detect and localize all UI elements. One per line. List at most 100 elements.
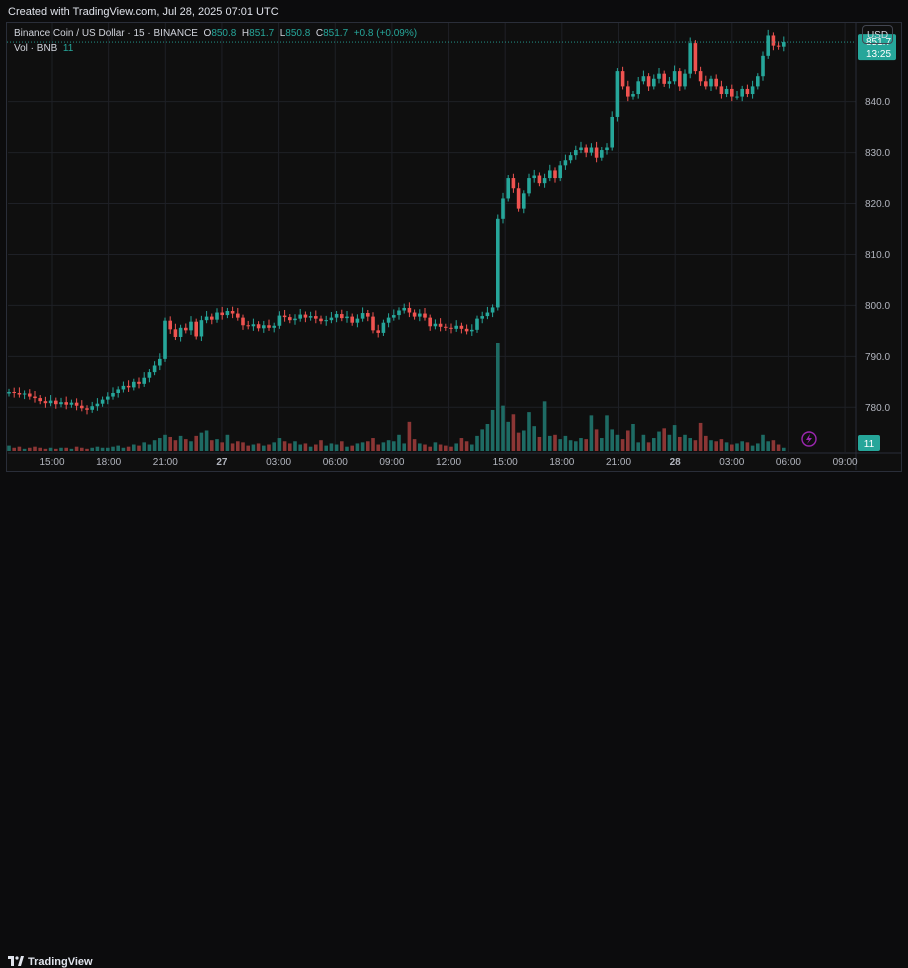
- volume-bar: [360, 442, 365, 451]
- volume-bar: [38, 447, 42, 451]
- volume-bar: [641, 434, 646, 451]
- x-tick-label: 12:00: [436, 457, 461, 468]
- candle-body: [90, 406, 94, 410]
- volume-bar: [69, 448, 74, 451]
- volume-bar: [22, 448, 27, 451]
- volume-bar: [350, 445, 354, 451]
- candle-body: [340, 314, 344, 319]
- volume-bar: [735, 443, 739, 451]
- high-value: 851.7: [249, 28, 275, 39]
- candle-body: [631, 94, 635, 97]
- volume-bar: [90, 447, 94, 451]
- candle-body: [672, 71, 677, 82]
- x-tick-label: 06:00: [776, 457, 801, 468]
- tradingview-logo[interactable]: TradingView: [8, 956, 93, 968]
- volume-bar: [605, 415, 609, 451]
- candle-body: [277, 315, 282, 326]
- volume-bar: [704, 435, 708, 451]
- volume-bar: [324, 445, 328, 451]
- volume-tag: 11: [858, 435, 880, 451]
- close-label: C: [315, 28, 324, 39]
- volume-bar: [475, 435, 479, 451]
- candle-body: [407, 307, 412, 313]
- candle-body: [345, 316, 349, 319]
- volume-bar: [282, 441, 287, 451]
- volume-bar: [537, 436, 542, 451]
- volume-bar: [251, 444, 256, 451]
- volume-bar: [163, 434, 167, 451]
- volume-bar: [678, 436, 682, 451]
- open-value: 850.8: [211, 28, 237, 39]
- volume-bar: [636, 442, 640, 451]
- volume-bar: [750, 445, 755, 451]
- candle-body: [568, 155, 573, 161]
- volume-bar: [371, 438, 375, 451]
- candle-body: [719, 86, 724, 95]
- volume-bar: [558, 439, 562, 451]
- candle-body: [100, 399, 105, 404]
- volume-bar: [688, 438, 692, 451]
- volume-tag-value: 11: [864, 439, 875, 450]
- candle-body: [745, 88, 750, 95]
- currency-button[interactable]: USD: [862, 25, 893, 44]
- volume-bar: [501, 405, 505, 451]
- candle-body: [324, 320, 328, 322]
- y-tick-label: 820.0: [865, 199, 890, 210]
- candle-body: [303, 314, 308, 318]
- candle-body: [563, 160, 568, 166]
- candle-body: [199, 320, 204, 337]
- volume-bar: [17, 446, 22, 451]
- volume-bar: [631, 424, 635, 451]
- candle-body: [334, 314, 339, 318]
- candle-body: [688, 43, 692, 74]
- candle-body: [111, 392, 115, 397]
- candle-body: [43, 401, 48, 404]
- volume-bar: [272, 442, 276, 451]
- candle-body: [433, 323, 438, 327]
- candle-body: [178, 327, 183, 337]
- bar-countdown: 13:25: [866, 49, 891, 60]
- candle-body: [163, 320, 167, 359]
- candle-body: [392, 315, 396, 318]
- candle-body: [397, 310, 401, 316]
- volume-bar: [366, 441, 370, 451]
- candle-body: [470, 329, 474, 332]
- candle-body: [329, 317, 334, 321]
- volume-bar: [111, 446, 115, 451]
- candle-body: [366, 313, 370, 317]
- volume-bar: [116, 445, 120, 451]
- candle-body: [574, 150, 578, 156]
- candle-body: [678, 71, 682, 87]
- candle-body: [106, 396, 110, 400]
- candle-body: [626, 86, 630, 97]
- candle-body: [610, 116, 614, 148]
- volume-bar: [464, 441, 469, 451]
- footer: TradingView: [0, 475, 908, 968]
- volume-bar: [418, 443, 422, 451]
- volume-bar: [652, 438, 656, 451]
- volume-bar: [532, 426, 536, 451]
- volume-bar: [724, 442, 729, 451]
- candle-body: [496, 218, 500, 308]
- candle-body: [444, 326, 448, 328]
- candle-body: [251, 324, 256, 327]
- volume-bar: [376, 444, 380, 451]
- candle-body: [236, 313, 240, 318]
- candle-body: [80, 405, 84, 409]
- price-chart[interactable]: 780.0 790.0 800.0 810.0 820.0 830.0 840.0 15:0…: [0, 0, 908, 500]
- candle-body: [7, 391, 11, 394]
- volume-bar: [740, 441, 744, 451]
- candle-body: [501, 198, 505, 219]
- candle-body: [314, 316, 318, 319]
- candle-body: [532, 175, 536, 179]
- volume-bar: [771, 440, 776, 451]
- candle-body: [605, 147, 609, 151]
- candle-body: [683, 73, 687, 87]
- candle-body: [116, 389, 120, 393]
- x-tick-label: 15:00: [39, 457, 64, 468]
- volume-bar: [308, 446, 313, 451]
- chart-grid: [8, 23, 856, 452]
- candle-body: [475, 318, 479, 330]
- candle-body: [28, 393, 32, 397]
- candle-body: [423, 313, 427, 318]
